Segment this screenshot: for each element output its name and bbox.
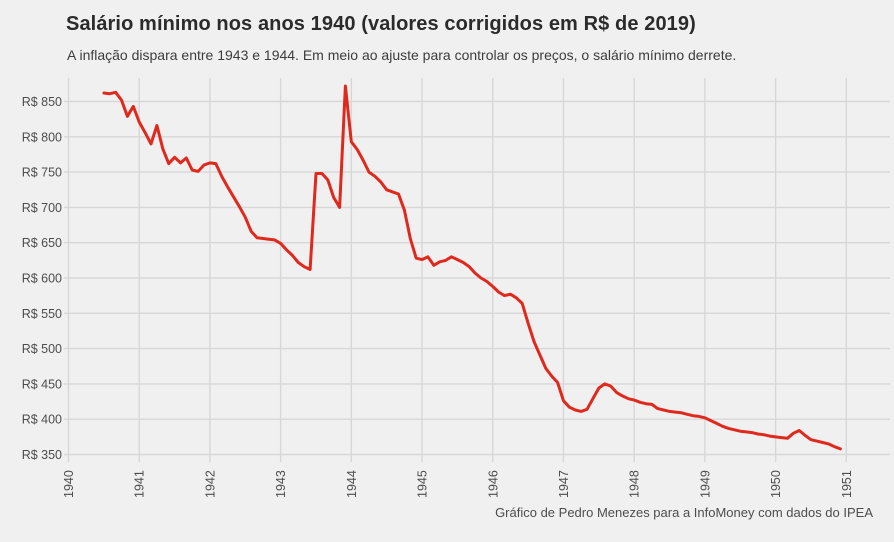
chart-caption: Gráfico de Pedro Menezes para a InfoMone… [495,505,873,520]
x-tick-label-1947: 1947 [557,470,571,498]
data-line-series-0 [102,84,842,451]
y-tick-label-750: R$ 750 [22,166,62,180]
x-tick-label-1940: 1940 [62,470,76,498]
x-tick-label-1941: 1941 [133,470,147,498]
x-tick-label-1945: 1945 [416,470,430,498]
y-tick-label-500: R$ 500 [22,342,62,356]
x-tick-label-1950: 1950 [769,470,783,498]
x-tick-label-1949: 1949 [698,470,712,498]
x-tick-label-1942: 1942 [203,470,217,498]
y-tick-label-600: R$ 600 [22,272,62,286]
x-tick-label-1951: 1951 [840,470,854,498]
y-tick-label-650: R$ 650 [22,236,62,250]
x-tick-label-1948: 1948 [628,470,642,498]
y-tick-label-850: R$ 850 [22,95,62,109]
y-tick-label-350: R$ 350 [22,448,62,462]
x-tick-label-1944: 1944 [345,470,359,498]
x-tick-label-1946: 1946 [486,470,500,498]
x-tick-label-1943: 1943 [274,470,288,498]
chart-title: Salário mínimo nos anos 1940 (valores co… [66,13,696,35]
y-tick-label-450: R$ 450 [22,377,62,391]
y-tick-label-400: R$ 400 [22,413,62,427]
chart-subtitle: A inflação dispara entre 1943 e 1944. Em… [67,47,737,63]
y-tick-label-700: R$ 700 [22,201,62,215]
y-tick-label-550: R$ 550 [22,307,62,321]
y-tick-label-800: R$ 800 [22,130,62,144]
